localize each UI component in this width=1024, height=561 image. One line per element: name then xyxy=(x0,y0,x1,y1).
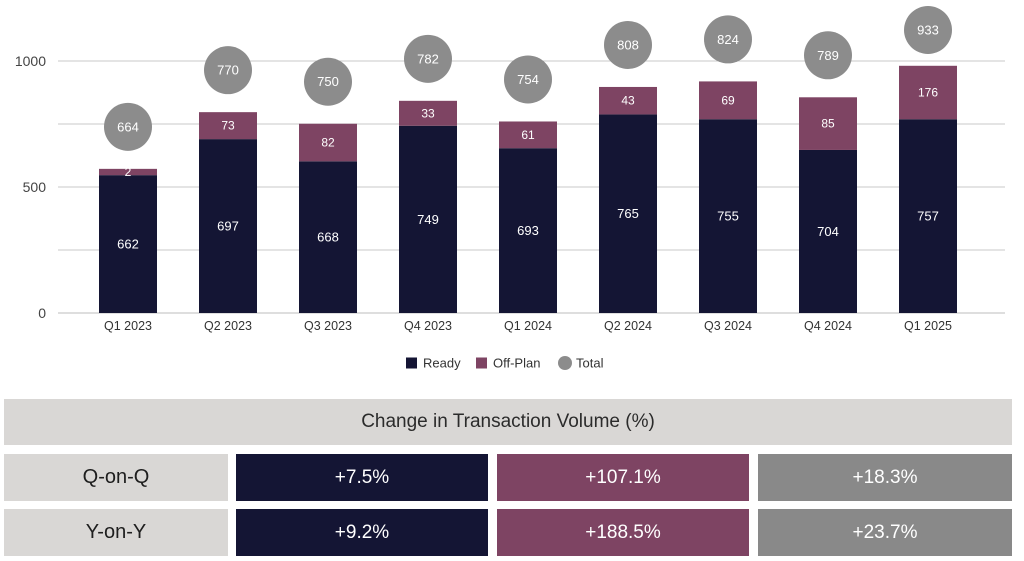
total-marker xyxy=(504,55,552,104)
table-title: Change in Transaction Volume (%) xyxy=(4,399,1012,445)
row-label: Q-on-Q xyxy=(4,454,228,501)
offplan-value-label: 2 xyxy=(125,165,132,179)
x-tick-label: Q2 2023 xyxy=(204,319,252,333)
total-marker xyxy=(404,34,452,83)
bar-offplan xyxy=(699,81,757,120)
bar-offplan xyxy=(99,168,157,176)
bar-offplan xyxy=(299,123,357,162)
bar-ready xyxy=(299,161,357,313)
offplan-change-cell: +107.1% xyxy=(497,454,749,501)
offplan-value-label: 33 xyxy=(421,106,435,120)
legend-label: Off-Plan xyxy=(493,356,540,371)
ready-value-label: 765 xyxy=(617,206,639,221)
ready-value-label: 749 xyxy=(417,212,439,227)
bar-ready xyxy=(499,148,557,313)
legend-offplan-swatch xyxy=(476,357,487,369)
x-tick-label: Q3 2024 xyxy=(704,319,752,333)
offplan-value-label: 176 xyxy=(918,86,938,100)
ready-change-cell: +7.5% xyxy=(236,454,488,501)
bar-offplan xyxy=(899,65,957,120)
table-row-yoy: Y-on-Y +9.2% +188.5% +23.7% xyxy=(4,509,1012,556)
ready-value-label: 704 xyxy=(817,224,839,239)
ready-value-label: 668 xyxy=(317,230,339,245)
total-value-label: 933 xyxy=(917,23,939,38)
y-tick-label: 500 xyxy=(23,179,47,195)
ready-value-label: 755 xyxy=(717,209,739,224)
x-tick-label: Q1 2024 xyxy=(504,319,552,333)
total-value-label: 789 xyxy=(817,48,839,63)
bar-ready xyxy=(599,114,657,313)
offplan-value-label: 69 xyxy=(721,93,735,107)
ready-change-cell: +9.2% xyxy=(236,509,488,556)
total-change-cell: +18.3% xyxy=(758,454,1012,501)
transaction-chart: 0 500 1000 662 2 664 Q1 2023 697 73 770 Q2 2023 668… xyxy=(15,6,1005,371)
offplan-value-label: 61 xyxy=(521,128,535,142)
x-tick-label: Q4 2024 xyxy=(804,319,852,333)
ready-value-label: 757 xyxy=(917,209,939,224)
y-tick-label: 0 xyxy=(38,305,46,321)
row-label: Y-on-Y xyxy=(4,509,228,556)
total-marker xyxy=(704,15,752,64)
table-row-qoq: Q-on-Q +7.5% +107.1% +18.3% xyxy=(4,454,1012,501)
offplan-change-cell: +188.5% xyxy=(497,509,749,556)
offplan-value-label: 85 xyxy=(821,117,835,131)
total-value-label: 808 xyxy=(617,37,639,52)
total-change-cell: +23.7% xyxy=(758,509,1012,556)
total-value-label: 824 xyxy=(717,32,739,47)
ready-value-label: 662 xyxy=(117,237,139,252)
offplan-value-label: 82 xyxy=(321,136,335,150)
legend-total-swatch xyxy=(558,356,572,370)
total-value-label: 770 xyxy=(217,63,239,78)
x-tick-label: Q1 2023 xyxy=(104,319,152,333)
legend-label: Ready xyxy=(423,356,461,371)
bar-ready xyxy=(799,149,857,313)
total-value-label: 754 xyxy=(517,72,539,87)
total-value-label: 782 xyxy=(417,51,439,66)
bar-ready xyxy=(199,139,257,313)
bar-offplan xyxy=(599,86,657,115)
total-marker xyxy=(804,31,852,80)
bar-ready xyxy=(99,175,157,313)
bar-ready xyxy=(399,125,457,313)
total-value-label: 750 xyxy=(317,74,339,89)
total-value-label: 664 xyxy=(117,119,139,134)
bar-offplan xyxy=(499,121,557,149)
total-marker xyxy=(904,6,952,54)
offplan-value-label: 43 xyxy=(621,94,635,108)
x-tick-label: Q3 2023 xyxy=(304,319,352,333)
offplan-value-label: 73 xyxy=(221,119,235,133)
total-marker xyxy=(304,57,352,106)
x-tick-label: Q2 2024 xyxy=(604,319,652,333)
x-tick-label: Q4 2023 xyxy=(404,319,452,333)
bar-ready xyxy=(899,119,957,313)
bar-offplan xyxy=(199,112,257,140)
bar-offplan xyxy=(799,97,857,150)
ready-value-label: 693 xyxy=(517,223,539,238)
total-marker xyxy=(104,102,152,151)
total-marker xyxy=(604,20,652,69)
legend-label: Total xyxy=(576,356,604,371)
bar-ready xyxy=(699,119,757,313)
ready-value-label: 697 xyxy=(217,219,239,234)
legend-ready-swatch xyxy=(406,357,417,369)
total-marker xyxy=(204,46,252,95)
bar-offplan xyxy=(399,100,457,126)
y-tick-label: 1000 xyxy=(15,53,46,69)
x-tick-label: Q1 2025 xyxy=(904,319,952,333)
